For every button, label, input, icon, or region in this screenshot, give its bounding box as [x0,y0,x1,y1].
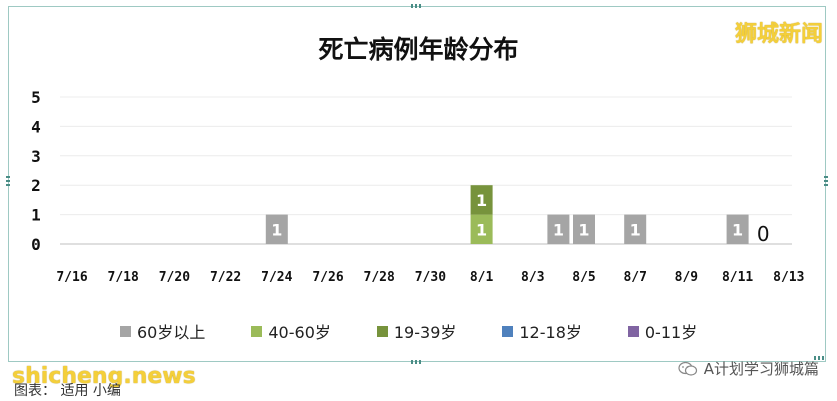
resize-handle-left[interactable] [6,176,10,188]
bar-value-label: 1 [732,220,743,239]
bar-value-label: 1 [271,220,282,239]
x-tick-label: 7/24 [261,270,292,285]
bar [265,214,288,244]
legend-swatch [251,325,263,337]
bar-value-label: 1 [476,191,487,210]
x-tick-label: 8/13 [773,270,804,285]
bar [470,185,493,215]
x-tick-label: 8/5 [572,270,595,285]
legend-swatch [120,325,131,337]
x-tick-label: 7/30 [415,270,446,285]
legend-swatch [376,325,388,337]
legend-label: 19-39岁 [393,323,457,342]
legend-label: 0-11岁 [644,323,698,342]
annotation-label: 0 [757,222,770,246]
chart-caption: 图表： 适用 小编 [14,383,121,399]
x-tick-label: 7/22 [210,270,241,285]
legend-label: 12-18岁 [519,323,582,342]
x-tick-label: 7/26 [312,270,343,285]
x-tick-label: 7/18 [108,270,139,285]
bar [573,214,595,244]
legend-swatch [627,325,639,337]
resize-handle-bottom[interactable] [411,360,423,364]
x-tick-label: 8/3 [521,270,544,285]
x-tick-label: 7/28 [364,270,395,285]
bar [624,214,647,244]
x-tick-label: 8/1 [470,270,494,285]
legend-label: 40-60岁 [268,323,331,342]
bar [547,214,570,244]
bar-value-label: 1 [476,220,487,239]
site-watermark: shicheng.news [12,364,196,389]
bar [470,214,493,244]
legend-item: 40-60岁 [251,319,331,343]
x-tick-label: 8/9 [675,270,698,285]
y-tick-label: 4 [31,117,41,136]
legend-label: 60岁以上 [137,323,206,342]
account-watermark: A计划学习狮城篇 [678,358,819,379]
y-tick-label: 5 [31,88,41,107]
x-tick-label: 7/20 [159,270,190,285]
legend-item: 0-11岁 [627,319,698,343]
y-tick-label: 1 [31,206,41,225]
legend-item: 60岁以上 [120,319,205,343]
account-name: A计划学习狮城篇 [703,360,819,378]
x-tick-label: 7/16 [56,270,87,285]
y-tick-label: 2 [31,176,41,195]
x-tick-label: 8/11 [722,270,753,285]
bar [726,214,749,244]
resize-handle-top[interactable] [411,4,423,8]
y-tick-label: 3 [31,147,41,166]
resize-handle-corner[interactable] [814,356,826,360]
legend-swatch [502,325,514,337]
legend-item: 12-18岁 [502,319,582,343]
x-tick-label: 8/7 [623,270,646,285]
brand-watermark: 狮城新闻 [734,22,823,47]
chart-title: 死亡病例年龄分布 [318,35,519,64]
bar-value-label: 1 [578,220,589,239]
chart-legend: 60岁以上 40-60岁 19-39岁 12-18岁 0-11岁 [120,320,740,342]
legend-item: 19-39岁 [376,319,457,343]
resize-handle-right[interactable] [824,176,828,188]
bar-value-label: 1 [630,220,641,239]
wechat-icon [678,361,698,377]
bar-value-label: 1 [553,220,564,239]
chart-frame [8,6,826,362]
y-tick-label: 0 [31,235,41,254]
